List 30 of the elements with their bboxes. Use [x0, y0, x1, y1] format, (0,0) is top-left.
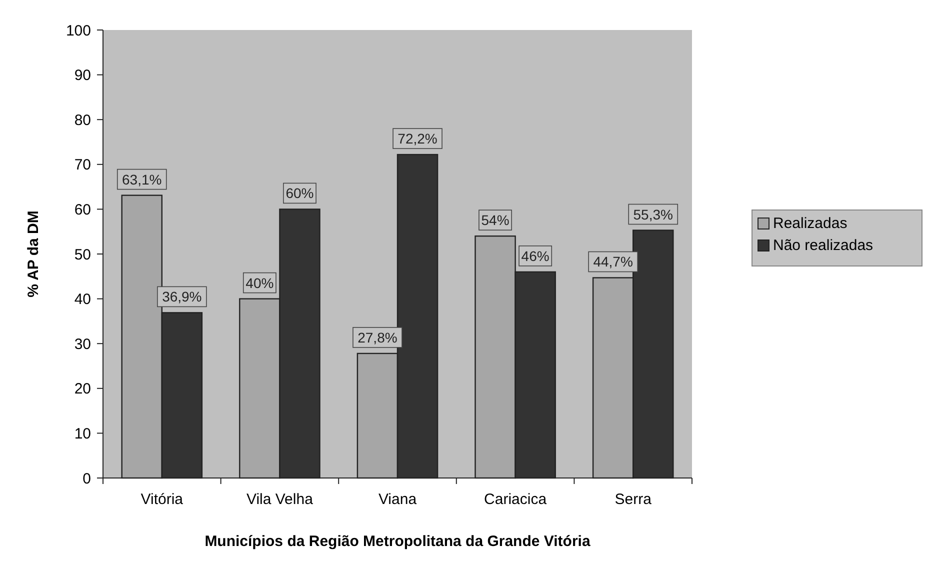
y-tick-label: 10 [74, 425, 91, 442]
y-tick-label: 70 [74, 156, 91, 174]
y-tick-label: 60 [74, 201, 91, 218]
x-tick-label: Viana [378, 491, 418, 508]
x-tick-label: Cariacica [484, 491, 548, 508]
y-tick-label: 30 [74, 336, 91, 353]
data-label: 63,1% [122, 171, 162, 188]
data-label: 54% [481, 212, 510, 228]
legend-label: Realizadas [773, 215, 848, 232]
data-label: 60% [286, 185, 314, 202]
y-tick-label: 90 [74, 67, 91, 84]
y-tick-label: 80 [74, 112, 91, 129]
data-label: 44,7% [593, 254, 633, 270]
data-label: 46% [521, 248, 550, 264]
data-label: 72,2% [398, 130, 438, 147]
x-tick-label: Vitória [140, 491, 184, 508]
y-axis-title: % AP da DM [25, 210, 42, 298]
x-axis-title: Municípios da Região Metropolitana da Grande Vitória [204, 533, 591, 550]
y-tick-label: 0 [82, 470, 91, 488]
x-tick-label: Vila Velha [246, 491, 314, 508]
x-tick-label: Serra [614, 491, 652, 508]
data-label: 55,3% [633, 206, 673, 222]
y-tick-label: 20 [74, 380, 91, 398]
y-tick-label: 100 [66, 22, 91, 40]
data-label: 27,8% [358, 329, 398, 346]
y-tick-label: 40 [74, 291, 91, 308]
legend-label: Não realizadas [773, 237, 874, 254]
data-label: 40% [246, 274, 274, 291]
y-tick-label: 50 [74, 246, 91, 264]
data-label: 36,9% [162, 288, 202, 305]
